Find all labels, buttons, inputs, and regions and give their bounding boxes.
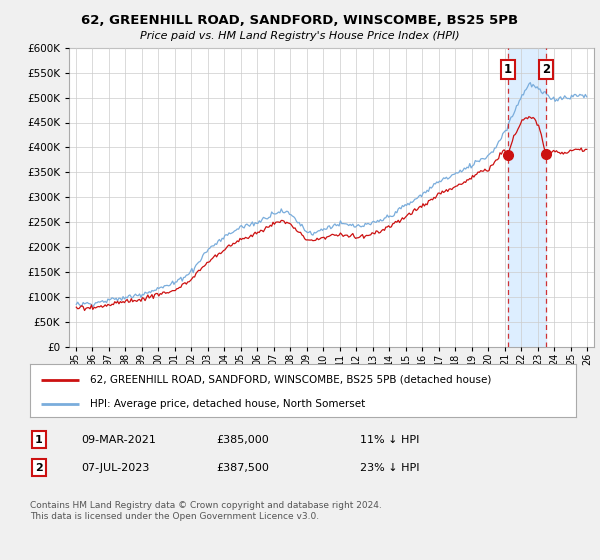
Text: 62, GREENHILL ROAD, SANDFORD, WINSCOMBE, BS25 5PB: 62, GREENHILL ROAD, SANDFORD, WINSCOMBE,…	[82, 14, 518, 27]
Text: £385,000: £385,000	[216, 435, 269, 445]
Text: 23% ↓ HPI: 23% ↓ HPI	[360, 463, 419, 473]
Text: 07-JUL-2023: 07-JUL-2023	[81, 463, 149, 473]
Text: 1: 1	[504, 63, 512, 76]
Text: 1: 1	[35, 435, 43, 445]
Text: Price paid vs. HM Land Registry's House Price Index (HPI): Price paid vs. HM Land Registry's House …	[140, 31, 460, 41]
Text: HPI: Average price, detached house, North Somerset: HPI: Average price, detached house, Nort…	[90, 399, 365, 409]
Text: 2: 2	[35, 463, 43, 473]
Text: £387,500: £387,500	[216, 463, 269, 473]
Text: Contains HM Land Registry data © Crown copyright and database right 2024.
This d: Contains HM Land Registry data © Crown c…	[30, 501, 382, 521]
Text: 62, GREENHILL ROAD, SANDFORD, WINSCOMBE, BS25 5PB (detached house): 62, GREENHILL ROAD, SANDFORD, WINSCOMBE,…	[90, 375, 491, 385]
Text: 09-MAR-2021: 09-MAR-2021	[81, 435, 156, 445]
Bar	[508, 48, 547, 347]
Text: 2: 2	[542, 63, 551, 76]
Text: 11% ↓ HPI: 11% ↓ HPI	[360, 435, 419, 445]
